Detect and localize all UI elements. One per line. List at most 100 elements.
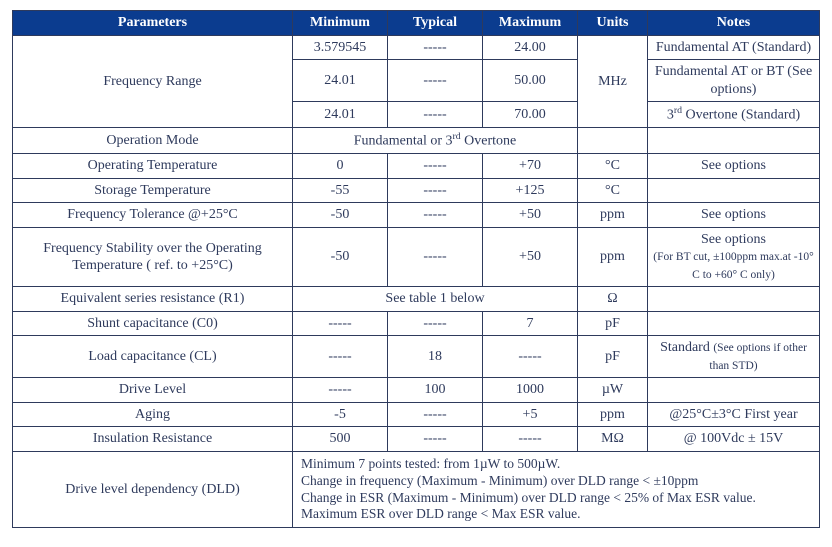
val-unit: °C — [578, 154, 648, 179]
table-row: Insulation Resistance 500 ----- ----- MΩ… — [13, 427, 820, 452]
col-minimum: Minimum — [293, 11, 388, 36]
val-typ: ----- — [388, 203, 483, 228]
val-note: Fundamental AT (Standard) — [648, 35, 820, 60]
table-row: Aging -5 ----- +5 ppm @25°C±3°C First ye… — [13, 402, 820, 427]
val-typ: ----- — [388, 227, 483, 287]
col-typical: Typical — [388, 11, 483, 36]
val-typ: ----- — [388, 60, 483, 102]
param-storage-temp: Storage Temperature — [13, 178, 293, 203]
val-max: +50 — [483, 227, 578, 287]
param-esr: Equivalent series resistance (R1) — [13, 287, 293, 312]
val-min: -50 — [293, 227, 388, 287]
val-min: -50 — [293, 203, 388, 228]
val-esr: See table 1 below — [293, 287, 578, 312]
table-header-row: Parameters Minimum Typical Maximum Units… — [13, 11, 820, 36]
val-unit: °C — [578, 178, 648, 203]
param-op-temp: Operating Temperature — [13, 154, 293, 179]
val-note — [648, 178, 820, 203]
param-dld: Drive level dependency (DLD) — [13, 451, 293, 528]
val-typ: ----- — [388, 35, 483, 60]
param-op-mode: Operation Mode — [13, 128, 293, 154]
dld-line: Maximum ESR over DLD range < Max ESR val… — [301, 506, 580, 521]
param-aging: Aging — [13, 402, 293, 427]
val-unit: MΩ — [578, 427, 648, 452]
table-row: Operating Temperature 0 ----- +70 °C See… — [13, 154, 820, 179]
val-min: ----- — [293, 336, 388, 378]
note-main: Standard — [660, 340, 710, 355]
val-max: +5 — [483, 402, 578, 427]
val-max: 70.00 — [483, 102, 578, 128]
table-row: Storage Temperature -55 ----- +125 °C — [13, 178, 820, 203]
col-units: Units — [578, 11, 648, 36]
param-load: Load capacitance (CL) — [13, 336, 293, 378]
val-typ: 18 — [388, 336, 483, 378]
dld-text: Minimum 7 points tested: from 1µW to 500… — [293, 451, 820, 528]
table-row: Shunt capacitance (C0) ----- ----- 7 pF — [13, 311, 820, 336]
val-max: +50 — [483, 203, 578, 228]
val-typ: ----- — [388, 102, 483, 128]
param-drive: Drive Level — [13, 378, 293, 403]
table-row: Equivalent series resistance (R1) See ta… — [13, 287, 820, 312]
val-unit: ppm — [578, 203, 648, 228]
val-note — [648, 128, 820, 154]
table-row: Drive level dependency (DLD) Minimum 7 p… — [13, 451, 820, 528]
val-note: @ 100Vdc ± 15V — [648, 427, 820, 452]
val-min: 3.579545 — [293, 35, 388, 60]
val-min: 24.01 — [293, 102, 388, 128]
val-note: See options (For BT cut, ±100ppm max.at … — [648, 227, 820, 287]
val-note: See options — [648, 154, 820, 179]
val-op-mode: Fundamental or 3rd Overtone — [293, 128, 578, 154]
table-row: Frequency Range 3.579545 ----- 24.00 MHz… — [13, 35, 820, 60]
val-min: ----- — [293, 311, 388, 336]
val-note: Standard (See options if other than STD) — [648, 336, 820, 378]
val-max: ----- — [483, 427, 578, 452]
dld-line: Minimum 7 points tested: from 1µW to 500… — [301, 456, 560, 471]
val-min: ----- — [293, 378, 388, 403]
table-row: Load capacitance (CL) ----- 18 ----- pF … — [13, 336, 820, 378]
val-unit: Ω — [578, 287, 648, 312]
val-max: 24.00 — [483, 35, 578, 60]
val-unit: ppm — [578, 227, 648, 287]
param-insulation: Insulation Resistance — [13, 427, 293, 452]
val-note: 3rd Overtone (Standard) — [648, 102, 820, 128]
val-min: -55 — [293, 178, 388, 203]
val-max: +70 — [483, 154, 578, 179]
val-unit: µW — [578, 378, 648, 403]
val-note — [648, 287, 820, 312]
val-note: See options — [648, 203, 820, 228]
table-row: Operation Mode Fundamental or 3rd Overto… — [13, 128, 820, 154]
val-min: 24.01 — [293, 60, 388, 102]
val-typ: 100 — [388, 378, 483, 403]
val-max: 7 — [483, 311, 578, 336]
val-typ: ----- — [388, 402, 483, 427]
val-max: ----- — [483, 336, 578, 378]
val-min: 0 — [293, 154, 388, 179]
val-note: @25°C±3°C First year — [648, 402, 820, 427]
val-unit — [578, 128, 648, 154]
table-row: Drive Level ----- 100 1000 µW — [13, 378, 820, 403]
col-maximum: Maximum — [483, 11, 578, 36]
val-typ: ----- — [388, 427, 483, 452]
param-freq-tol: Frequency Tolerance @+25°C — [13, 203, 293, 228]
col-notes: Notes — [648, 11, 820, 36]
val-note — [648, 311, 820, 336]
table-row: Frequency Stability over the Operating T… — [13, 227, 820, 287]
spec-table: Parameters Minimum Typical Maximum Units… — [12, 10, 820, 528]
col-parameters: Parameters — [13, 11, 293, 36]
val-unit: MHz — [578, 35, 648, 128]
note-main: See options — [701, 232, 766, 247]
val-typ: ----- — [388, 311, 483, 336]
val-unit: pF — [578, 336, 648, 378]
note-sub: (See options if other than STD) — [709, 342, 807, 372]
val-max: 50.00 — [483, 60, 578, 102]
val-max: +125 — [483, 178, 578, 203]
val-unit: ppm — [578, 402, 648, 427]
val-typ: ----- — [388, 178, 483, 203]
val-min: -5 — [293, 402, 388, 427]
table-row: Frequency Tolerance @+25°C -50 ----- +50… — [13, 203, 820, 228]
param-freq-stab: Frequency Stability over the Operating T… — [13, 227, 293, 287]
param-freq-range: Frequency Range — [13, 35, 293, 128]
val-note: Fundamental AT or BT (See options) — [648, 60, 820, 102]
note-sub: (For BT cut, ±100ppm max.at -10° C to +6… — [653, 251, 814, 281]
val-typ: ----- — [388, 154, 483, 179]
